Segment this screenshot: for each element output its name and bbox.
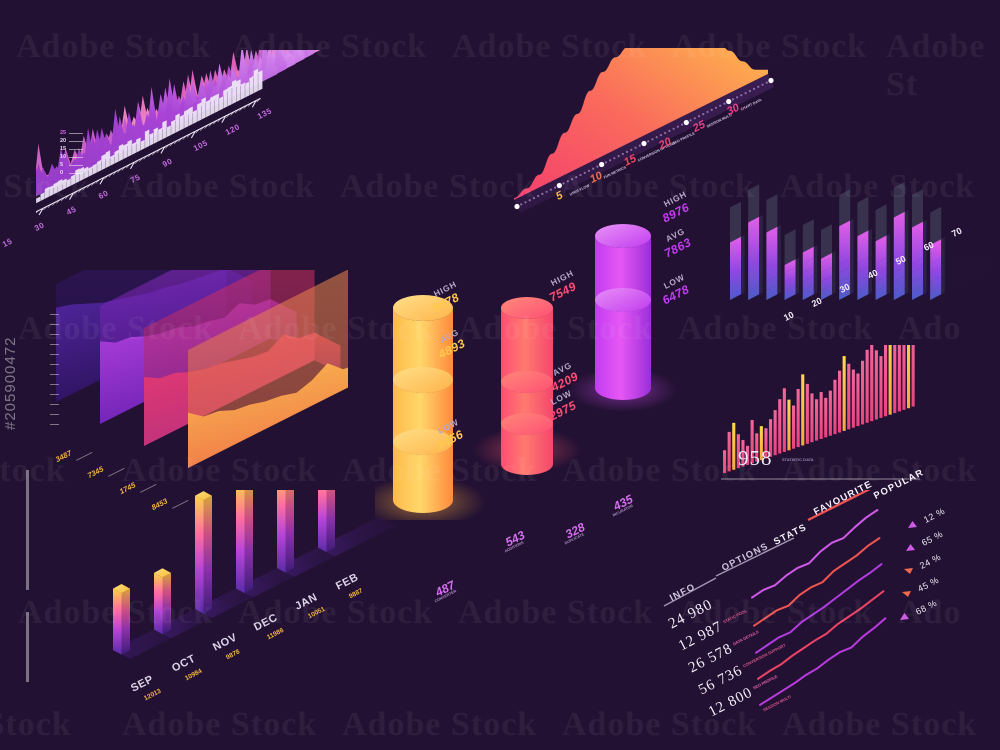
month-value: 10984: [184, 667, 204, 682]
right-bar-tick: 20: [810, 295, 824, 309]
watermark: Adobe Stock: [342, 706, 538, 743]
wave-tick-sublabel: SEO PROFILE: [671, 131, 695, 146]
area-axis-tick: [50, 364, 59, 365]
month-bar-chart: [113, 490, 397, 659]
surface-y-tick: 20: [60, 138, 67, 144]
surface-y-tickmark: [69, 140, 83, 142]
wave-tick-number: 10: [588, 169, 605, 186]
surface-y-tick: 15: [60, 146, 67, 152]
layered-area-chart: [56, 270, 348, 468]
right-bar-axis: 10 20 30 40 50 60 70: [712, 150, 992, 330]
right-bar-chart: [730, 181, 992, 300]
histogram-total-sublabel: STATISTIC DATA: [782, 457, 814, 462]
surface-y-tick: 5: [60, 162, 64, 168]
area-layer-value: 3487: [54, 448, 73, 465]
stock-id-label: #205900472: [2, 336, 19, 430]
month-labels: SEP 12013 OCT 10984 NOV 9878 DEC 11986 JAN 10051 F…: [95, 490, 425, 703]
month-value: 9878: [225, 648, 242, 662]
area-layer-rule: [76, 451, 93, 461]
wave-tick-sublabel: CHART DATA: [739, 97, 763, 112]
surface-x-tick: 15: [1, 236, 15, 250]
layered-area-labels: 3487 7345 1745 8453: [48, 270, 348, 520]
surface-y-tick: 0: [60, 170, 64, 176]
area-layer-rule: [108, 467, 125, 477]
right-bar-tick: 60: [922, 239, 936, 253]
area-axis-tick: [50, 374, 59, 375]
histogram-total: 958 STATISTIC DATA: [738, 446, 814, 471]
month-value: 11986: [266, 626, 285, 641]
left-edge-rule-2: [26, 612, 29, 682]
surface-y-tick: 10: [60, 154, 67, 160]
left-edge-rule: [26, 470, 29, 590]
area-axis-tick: [50, 394, 59, 395]
surface-plot: [36, 50, 321, 216]
month-value: 10051: [307, 605, 327, 621]
area-axis-tick: [50, 404, 59, 405]
area-axis-tick: [50, 324, 59, 325]
watermark: Adobe St: [886, 28, 986, 103]
wave-chart: [514, 48, 774, 213]
purple-wave-chart: [425, 495, 653, 685]
month-value: 9887: [348, 586, 365, 600]
right-bar-tick: 40: [866, 267, 880, 281]
info-panel: INFO OPTIONS STATS FAVOURITE POPULAR 24 980 ST…: [660, 467, 990, 720]
histogram-958: [721, 345, 920, 480]
watermark: Adobe Stock: [122, 706, 318, 743]
cylinder-chart: [361, 190, 705, 528]
area-axis-tick: [50, 354, 59, 355]
area-axis-tick: [50, 384, 59, 385]
wave-tick-sublabel: FUN METRICS: [603, 164, 628, 180]
surface-y-tickmark: [69, 132, 83, 134]
area-axis-tick: [50, 334, 59, 335]
surface-y-tickmark: [69, 172, 83, 174]
surface-y-tickmark: [69, 156, 83, 158]
area-axis-tick: [50, 314, 59, 315]
right-bar-tick: 10: [782, 309, 796, 323]
area-axis-tick: [50, 424, 59, 425]
surface-y-tickmark: [69, 164, 83, 166]
right-bar-tick: 30: [838, 281, 852, 295]
month-value: 12013: [143, 687, 163, 703]
area-axis-tick: [50, 344, 59, 345]
area-axis-tick: [50, 414, 59, 415]
watermark: be Stock: [0, 706, 72, 743]
right-bar-tick: 50: [894, 253, 908, 267]
surface-y-tick: 25: [60, 130, 67, 136]
purple-wave-labels: 487 CONVERTER 543 ADDITIONS 328 DUPLICATE 435 I…: [415, 492, 675, 695]
area-layer-value: 7345: [86, 464, 105, 481]
histogram-total-value: 958: [738, 446, 773, 470]
surface-y-tickmark: [69, 148, 83, 150]
right-bar-tick: 70: [950, 225, 964, 239]
